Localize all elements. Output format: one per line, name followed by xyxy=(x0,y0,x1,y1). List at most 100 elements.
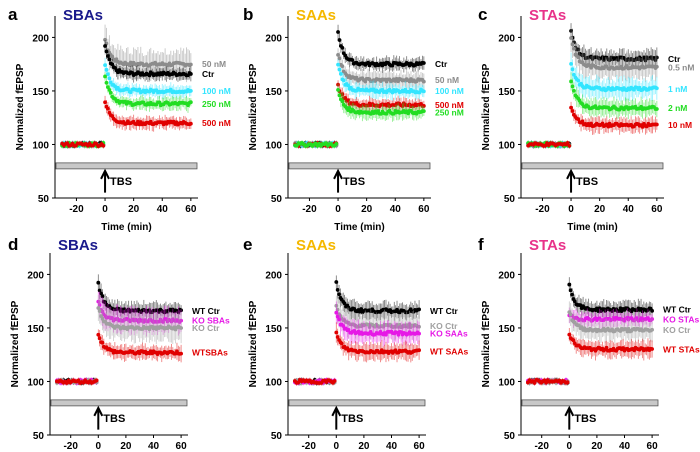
x-tick-label: -20 xyxy=(302,204,317,215)
tbs-arrow-icon xyxy=(333,168,343,193)
data-point xyxy=(332,379,337,383)
data-point xyxy=(417,348,421,353)
data-point xyxy=(110,54,115,59)
data-point xyxy=(337,38,342,42)
data-point xyxy=(341,324,346,328)
data-point xyxy=(107,88,112,92)
data-point xyxy=(188,62,193,67)
data-point xyxy=(396,332,401,337)
data-point xyxy=(580,119,585,124)
data-point xyxy=(188,100,193,105)
stimulus-bar xyxy=(521,399,659,407)
data-point xyxy=(337,67,342,72)
panel-letter: b xyxy=(243,5,253,24)
data-point xyxy=(96,332,101,337)
data-point xyxy=(567,332,572,337)
y-tick-label: 50 xyxy=(504,431,516,442)
x-axis-label: Time (min) xyxy=(101,222,151,233)
data-point xyxy=(339,72,343,76)
series-label: KO STAs xyxy=(663,314,699,324)
data-point xyxy=(343,96,348,100)
x-tick-label: 60 xyxy=(651,204,663,215)
y-tick-label: 100 xyxy=(498,377,515,388)
data-point xyxy=(654,64,659,69)
y-tick-label: 200 xyxy=(265,270,282,281)
y-tick-label: 150 xyxy=(265,87,282,98)
series-ko-saas: KO SAAs xyxy=(293,301,468,386)
data-point xyxy=(654,107,659,111)
x-tick-label: 0 xyxy=(334,441,340,452)
series-1-nm: 1 nM xyxy=(526,52,687,149)
tbs-label: TBS xyxy=(110,176,132,188)
tbs-label: TBS xyxy=(103,413,125,425)
data-point xyxy=(572,46,576,51)
x-tick-label: 40 xyxy=(619,441,631,452)
tbs-arrow-icon xyxy=(100,168,110,193)
x-tick-label: -20 xyxy=(69,204,84,215)
data-point xyxy=(570,109,575,113)
series-label: 100 nM xyxy=(202,86,231,96)
data-point xyxy=(650,327,654,332)
y-tick-label: 150 xyxy=(32,87,49,98)
y-axis-label: Normalized fEPSP xyxy=(10,300,21,387)
data-point xyxy=(179,351,184,356)
data-point xyxy=(346,83,350,88)
panel-title: SAAs xyxy=(296,237,336,254)
data-point xyxy=(335,335,340,339)
y-tick-label: 100 xyxy=(265,140,282,151)
data-point xyxy=(97,309,102,313)
chart-panel-c: c STAs 50 100 150 200 -20 0 20 40 60 Time (min) Norm… xyxy=(478,5,694,233)
data-point xyxy=(417,90,422,95)
x-tick-label: 40 xyxy=(157,204,169,215)
y-axis-label: Normalized fEPSP xyxy=(248,63,259,150)
y-tick-label: 100 xyxy=(32,140,49,151)
data-point xyxy=(335,288,340,292)
data-point xyxy=(417,331,421,336)
data-point xyxy=(568,288,573,293)
data-point xyxy=(94,378,99,383)
x-tick-label: 60 xyxy=(176,441,188,452)
data-point xyxy=(188,121,193,126)
x-tick-label: 60 xyxy=(418,204,430,215)
series-label: WT Ctr xyxy=(192,306,221,316)
tbs-label: TBS xyxy=(576,176,598,188)
series-label: KO Ctr xyxy=(430,321,458,331)
series-label: 500 nM xyxy=(435,100,464,110)
series-500-nm: 500 nM xyxy=(60,95,231,149)
y-tick-label: 200 xyxy=(265,33,282,44)
data-point xyxy=(570,67,575,72)
data-point xyxy=(354,75,359,80)
series-label: 2 nM xyxy=(668,103,687,113)
y-axis-label: Normalized fEPSP xyxy=(15,63,26,150)
data-point xyxy=(421,89,426,94)
y-axis-label: Normalized fEPSP xyxy=(481,63,492,150)
data-point xyxy=(421,61,426,65)
data-point xyxy=(339,341,344,346)
tbs-arrow-icon xyxy=(331,405,342,430)
tbs-arrow-icon xyxy=(566,168,576,193)
panel-title: SBAs xyxy=(63,7,103,24)
data-point xyxy=(100,340,105,345)
data-point xyxy=(569,61,573,66)
x-tick-label: 40 xyxy=(148,441,160,452)
data-point xyxy=(107,76,112,81)
series-label: 1 nM xyxy=(668,84,687,94)
data-point xyxy=(650,308,654,313)
data-point xyxy=(654,122,659,127)
data-point xyxy=(569,79,573,84)
data-point xyxy=(340,64,345,69)
x-tick-label: 20 xyxy=(128,204,140,215)
data-point xyxy=(342,301,347,306)
data-point xyxy=(417,307,421,312)
series-label: Ctr xyxy=(435,59,448,69)
x-tick-label: 0 xyxy=(102,204,108,215)
data-point xyxy=(337,317,341,322)
x-tick-label: -20 xyxy=(535,204,550,215)
panel-title: SAAs xyxy=(296,7,336,24)
y-tick-label: 150 xyxy=(498,324,515,335)
data-point xyxy=(569,105,573,110)
data-point xyxy=(336,30,340,34)
